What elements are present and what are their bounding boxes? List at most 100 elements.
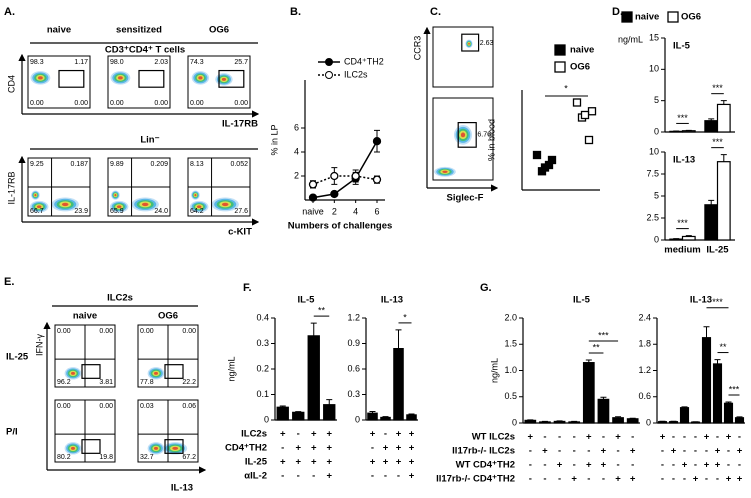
quadrant-value: 9.25 (30, 161, 44, 168)
point (372, 175, 382, 184)
condition-label: Il17rb-/- CD4⁺TH2 (436, 474, 515, 485)
row-label: P/I (6, 427, 18, 438)
condition-sign: - (716, 432, 719, 443)
significance: *** (729, 384, 740, 394)
quadrant-value: 77.8 (140, 379, 154, 386)
y-tick-label: 0 (264, 414, 269, 424)
quadrant-value: 24.0 (154, 208, 168, 215)
legend-marker (325, 71, 333, 79)
gate (457, 121, 477, 148)
y-tick-label: 2.0 (504, 312, 517, 322)
x-tick-label: naive (302, 206, 324, 216)
bar (681, 130, 696, 133)
x-tick-label: IL-25 (706, 245, 729, 256)
y-axis-label: % in blood (486, 119, 496, 161)
quadrant-value: 0.00 (99, 328, 113, 335)
legend-label: naive (635, 12, 659, 23)
quadrant-value: 32.7 (140, 454, 154, 461)
point (572, 98, 582, 107)
condition-sign: + (542, 446, 548, 457)
significance: *** (598, 330, 609, 340)
legend-marker (554, 61, 566, 73)
quadrant-value: 0.209 (150, 161, 168, 168)
condition-sign: + (409, 429, 415, 440)
bar (568, 421, 581, 424)
bar (276, 406, 289, 421)
chart-title: IL-5 (673, 41, 691, 52)
y-tick-label: 0.1 (256, 389, 269, 399)
condition-sign: - (705, 446, 708, 457)
quadrant-value: 0.06 (182, 403, 196, 410)
quadrant-value: 0.00 (154, 100, 168, 107)
x-tick-label: medium (664, 245, 700, 256)
point (580, 110, 590, 120)
axis-label: Siglec-F (447, 193, 484, 204)
quadrant-value: 2.03 (154, 59, 168, 66)
condition-sign: - (661, 460, 664, 471)
y-tick-label: 1.2 (638, 365, 651, 375)
condition-sign: - (558, 432, 561, 443)
condition-sign: + (693, 474, 699, 485)
condition-sign: + (630, 474, 636, 485)
legend-label: OG6 (570, 62, 590, 73)
legend-label: naive (570, 45, 594, 56)
point (351, 171, 360, 181)
axis-label: CD4 (6, 75, 16, 93)
line (312, 140, 378, 199)
quadrant-value: 0.00 (30, 100, 44, 107)
quadrant-value: 98.0 (110, 59, 124, 66)
condition-sign: - (558, 446, 561, 457)
quadrant-value: 0.00 (57, 328, 71, 335)
y-tick-label: 0 (512, 417, 517, 427)
condition-sign: - (661, 446, 664, 457)
legend-label: OG6 (681, 12, 701, 23)
condition-sign: + (280, 429, 286, 440)
line (312, 175, 378, 186)
quadrant-value: 23.9 (74, 208, 88, 215)
legend-marker (667, 11, 679, 23)
condition-sign: + (601, 446, 607, 457)
condition-sign: + (615, 474, 621, 485)
condition-sign: - (529, 460, 532, 471)
y-axis-label: ng/mL (226, 356, 236, 381)
condition-sign: - (397, 471, 400, 482)
quadrant-value: 65.9 (110, 208, 124, 215)
condition-sign: + (737, 446, 743, 457)
quadrant-value: 0.00 (140, 328, 154, 335)
x-tick-label: 6 (374, 206, 379, 216)
significance: ** (593, 342, 601, 352)
cell-density (114, 194, 117, 197)
quadrant-value: 0.00 (110, 100, 124, 107)
condition-sign: - (529, 474, 532, 485)
y-tick-label: 7.5 (646, 168, 659, 178)
y-tick-label: 0.3 (347, 389, 360, 399)
condition-sign: + (726, 474, 732, 485)
condition-sign: - (672, 460, 675, 471)
condition-label: CD4⁺TH2 (225, 443, 267, 454)
quadrant-value: 0.03 (140, 403, 154, 410)
condition-sign: - (602, 474, 605, 485)
bar (657, 421, 668, 424)
chart-title: IL-5 (298, 295, 316, 306)
bar (380, 416, 391, 421)
gate-value: 6.76 (477, 132, 491, 139)
condition-sign: - (281, 443, 284, 454)
condition-sign: + (370, 429, 376, 440)
cell-density (221, 77, 227, 81)
flow-plot (432, 26, 494, 88)
condition-sign: + (571, 474, 577, 485)
condition-label: ILC2s (241, 429, 267, 440)
cell-density (70, 446, 76, 450)
condition-sign: + (311, 457, 317, 468)
condition-sign: - (587, 446, 590, 457)
panel-label: D. (612, 6, 623, 18)
quadrant-value: 64.2 (190, 208, 204, 215)
condition-sign: - (297, 471, 300, 482)
condition-sign: - (384, 429, 387, 440)
bar (553, 420, 566, 424)
y-tick-label: 0 (654, 234, 659, 244)
chart-title: IL-13 (690, 295, 712, 306)
bar (681, 235, 696, 241)
y-tick-label: 0.3 (256, 338, 269, 348)
cell-density (196, 205, 202, 209)
